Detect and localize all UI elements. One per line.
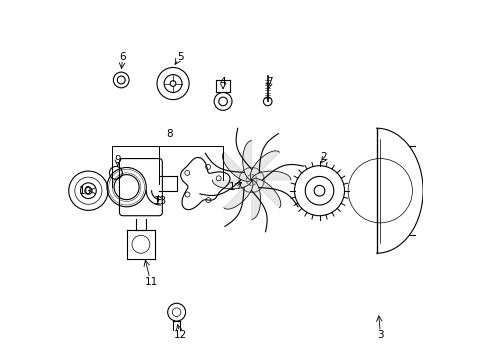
Text: 12: 12 xyxy=(173,330,186,341)
Text: 4: 4 xyxy=(219,77,226,87)
Polygon shape xyxy=(250,151,279,180)
Polygon shape xyxy=(242,141,251,180)
Text: 10: 10 xyxy=(79,186,92,196)
Text: 8: 8 xyxy=(166,129,172,139)
Text: 9: 9 xyxy=(114,156,121,165)
Polygon shape xyxy=(212,180,251,189)
Polygon shape xyxy=(251,180,260,219)
Text: 1: 1 xyxy=(228,182,235,192)
Text: 5: 5 xyxy=(177,52,183,62)
Text: 2: 2 xyxy=(319,152,325,162)
Text: 3: 3 xyxy=(376,330,383,341)
Polygon shape xyxy=(224,180,252,209)
Text: 13: 13 xyxy=(154,197,167,206)
Text: 11: 11 xyxy=(145,277,158,287)
Text: 7: 7 xyxy=(265,77,272,87)
Polygon shape xyxy=(222,152,251,181)
Text: 6: 6 xyxy=(120,52,126,62)
Polygon shape xyxy=(251,179,280,208)
Polygon shape xyxy=(251,171,290,180)
